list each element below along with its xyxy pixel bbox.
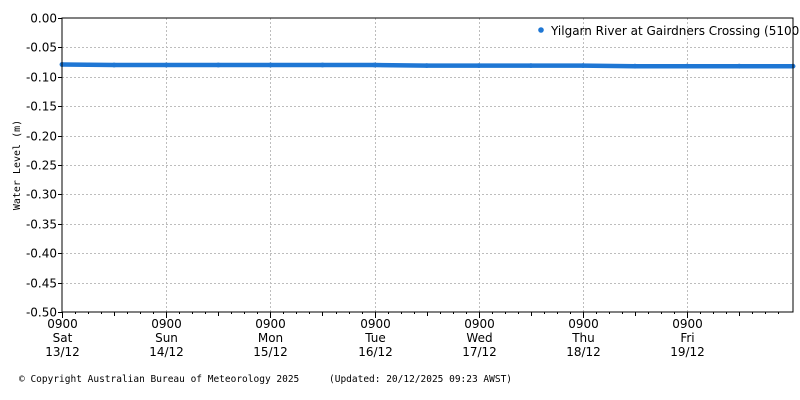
data-point (528, 63, 534, 68)
data-point (320, 62, 325, 68)
y-tick-label: -0.50 (26, 306, 57, 320)
copyright-notice: © Copyright Australian Bureau of Meteoro… (19, 374, 300, 385)
x-tick-label: 0900 Sun 14/12 (149, 317, 184, 359)
data-point (476, 63, 482, 68)
y-tick-label: -0.20 (26, 130, 57, 144)
y-axis-title: Water Level (m) (12, 120, 23, 210)
x-tick-label: 0900 Thu 18/12 (566, 317, 601, 359)
data-point (163, 62, 169, 68)
legend: Yilgarn River at Gairdners Crossing (510… (538, 24, 800, 38)
y-axis-ticks: 0.00 -0.05 -0.10 -0.15 -0.20 -0.25 -0.30 -0.35 -… (26, 12, 62, 320)
y-tick-label: -0.35 (26, 218, 57, 232)
data-point (580, 63, 586, 68)
y-tick-label: -0.40 (26, 247, 57, 261)
x-tick-label: 0900 Wed 17/12 (462, 317, 497, 359)
y-tick-label: -0.10 (26, 71, 57, 85)
y-tick-label: -0.05 (26, 41, 57, 55)
y-tick-label: 0.00 (30, 12, 57, 26)
data-point (632, 63, 638, 69)
x-tick-label: 0900 Sat 13/12 (45, 317, 80, 359)
x-tick-label: 0900 Mon 15/12 (253, 317, 288, 359)
data-point (268, 62, 273, 68)
data-point (736, 63, 742, 69)
data-point (215, 62, 221, 68)
x-tick-label: 0900 Tue 16/12 (358, 317, 393, 359)
data-point (424, 63, 430, 68)
y-tick-label: -0.45 (26, 277, 57, 291)
data-point (684, 63, 690, 69)
plot-frame (61, 17, 794, 313)
minor-x-ticks (75, 312, 779, 316)
legend-marker (538, 27, 544, 33)
x-axis-ticks: 0900 Sat 13/12 0900 Sun 14/12 0900 Mon 15/12 0900… (45, 312, 705, 359)
data-point (111, 62, 117, 68)
y-tick-label: -0.30 (26, 188, 57, 202)
x-tick-label: 0900 Fri 19/12 (670, 317, 705, 359)
data-point (372, 62, 377, 68)
legend-label: Yilgarn River at Gairdners Crossing (510… (550, 24, 800, 38)
series-layer (59, 62, 796, 69)
y-tick-label: -0.25 (26, 159, 57, 173)
y-tick-label: -0.15 (26, 100, 57, 114)
updated-timestamp: (Updated: 20/12/2025 09:23 AWST) (329, 374, 513, 385)
